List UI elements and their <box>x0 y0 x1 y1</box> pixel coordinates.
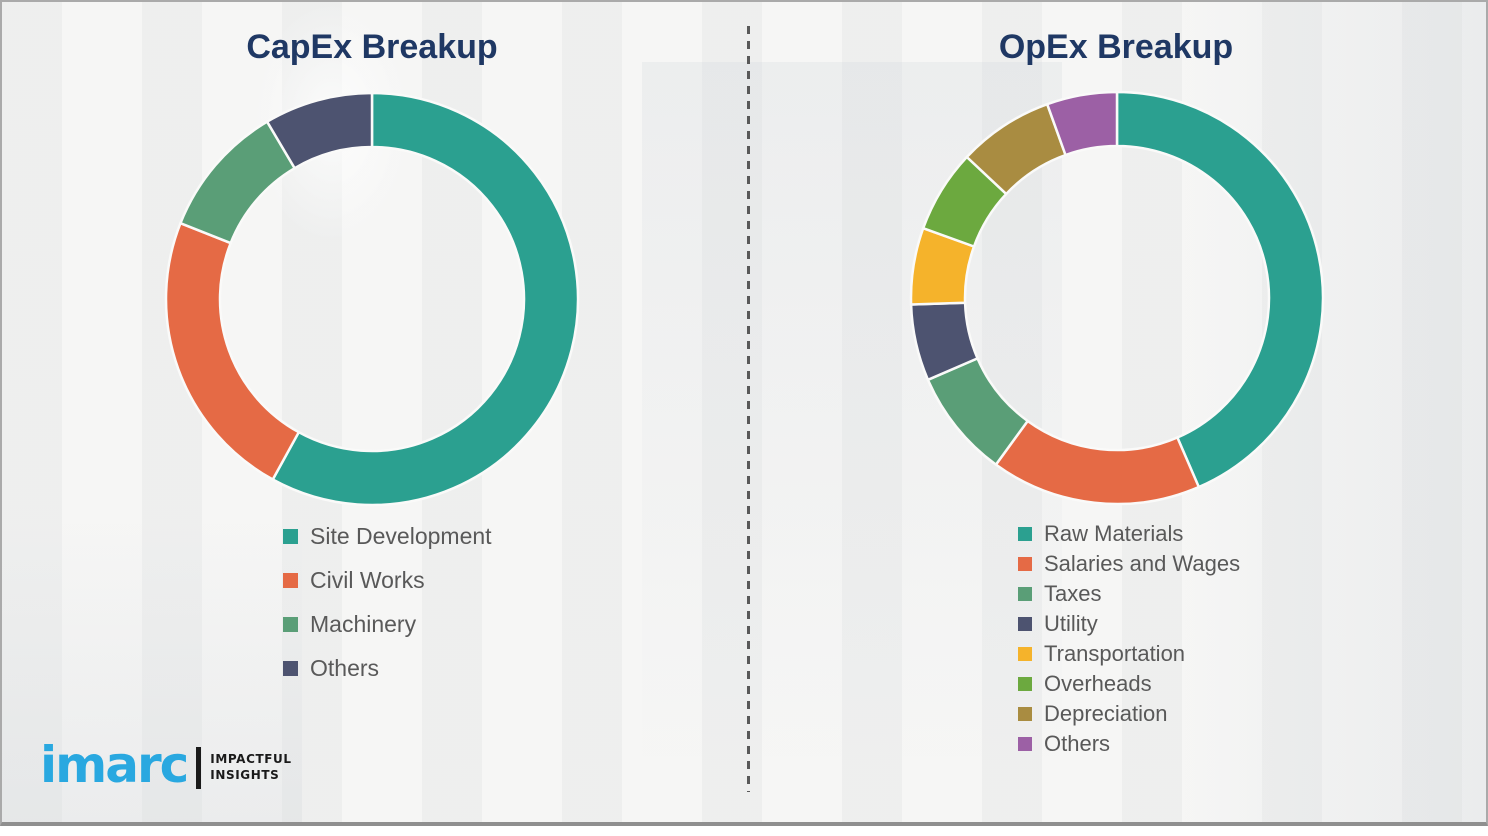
legend-swatch-salaries-and-wages <box>1018 557 1032 571</box>
capex-chart-title: CapEx Breakup <box>246 28 498 66</box>
logo-divider-bar <box>196 747 202 789</box>
legend-swatch-overheads <box>1018 677 1032 691</box>
vertical-dashed-divider <box>747 26 750 792</box>
legend-swatch-raw-materials <box>1018 527 1032 541</box>
opex-chart-title: OpEx Breakup <box>998 28 1234 66</box>
legend-swatch-taxes <box>1018 587 1032 601</box>
legend-swatch-civil-works <box>283 572 298 588</box>
legend-swatch-depreciation <box>1018 707 1032 721</box>
legend-item-transportation: Transportation <box>1018 639 1240 669</box>
capex-legend: Site Development Civil Works Machinery Othe… <box>283 514 492 690</box>
legend-swatch-site-development <box>283 528 298 544</box>
legend-label-site-development: Site Development <box>310 522 492 549</box>
logo-tagline: IMPACTFUL INSIGHTS <box>210 752 291 783</box>
legend-label-raw-materials: Raw Materials <box>1044 521 1184 546</box>
legend-item-others: Others <box>283 646 492 690</box>
legend-swatch-transportation <box>1018 647 1032 661</box>
legend-item-overheads: Overheads <box>1018 669 1240 699</box>
legend-item-raw-materials: Raw Materials <box>1018 519 1240 549</box>
legend-swatch-others <box>283 660 298 676</box>
legend-label-transportation: Transportation <box>1044 641 1186 666</box>
legend-label-utility: Utility <box>1044 611 1098 636</box>
donut-segment-others <box>265 91 374 170</box>
legend-label-machinery: Machinery <box>310 610 417 637</box>
legend-label-overheads: Overheads <box>1044 671 1152 696</box>
legend-item-machinery: Machinery <box>283 602 492 646</box>
logo-tagline-line2: INSIGHTS <box>210 768 280 782</box>
legend-item-civil-works: Civil Works <box>283 558 492 602</box>
capex-donut-chart <box>164 91 580 507</box>
legend-item-salaries-and-wages: Salaries and Wages <box>1018 549 1240 579</box>
legend-item-utility: Utility <box>1018 609 1240 639</box>
donut-segment-civil-works <box>164 221 301 481</box>
donut-segment-site-development <box>271 91 580 507</box>
legend-item-others: Others <box>1018 729 1240 759</box>
donut-segment-raw-materials <box>1115 90 1325 489</box>
legend-label-others: Others <box>1044 731 1111 756</box>
imarc-logo: imarc IMPACTFUL INSIGHTS <box>40 740 292 790</box>
legend-item-taxes: Taxes <box>1018 579 1240 609</box>
legend-swatch-others <box>1018 737 1032 751</box>
legend-item-depreciation: Depreciation <box>1018 699 1240 729</box>
legend-label-others: Others <box>310 654 380 681</box>
legend-label-depreciation: Depreciation <box>1044 701 1168 726</box>
donut-segment-others <box>1045 90 1119 157</box>
imarc-logo-wordmark: imarc <box>40 736 189 794</box>
donut-segment-salaries-and-wages <box>994 419 1201 506</box>
logo-tagline-line1: IMPACTFUL <box>210 752 292 767</box>
legend-swatch-utility <box>1018 617 1032 631</box>
opex-legend: Raw Materials Salaries and Wages Taxes Util… <box>1018 519 1240 759</box>
legend-label-salaries-and-wages: Salaries and Wages <box>1044 551 1241 576</box>
opex-donut-chart <box>909 90 1325 506</box>
legend-item-site-development: Site Development <box>283 514 492 558</box>
legend-swatch-machinery <box>283 616 298 632</box>
legend-label-civil-works: Civil Works <box>310 566 425 593</box>
legend-label-taxes: Taxes <box>1044 581 1102 606</box>
